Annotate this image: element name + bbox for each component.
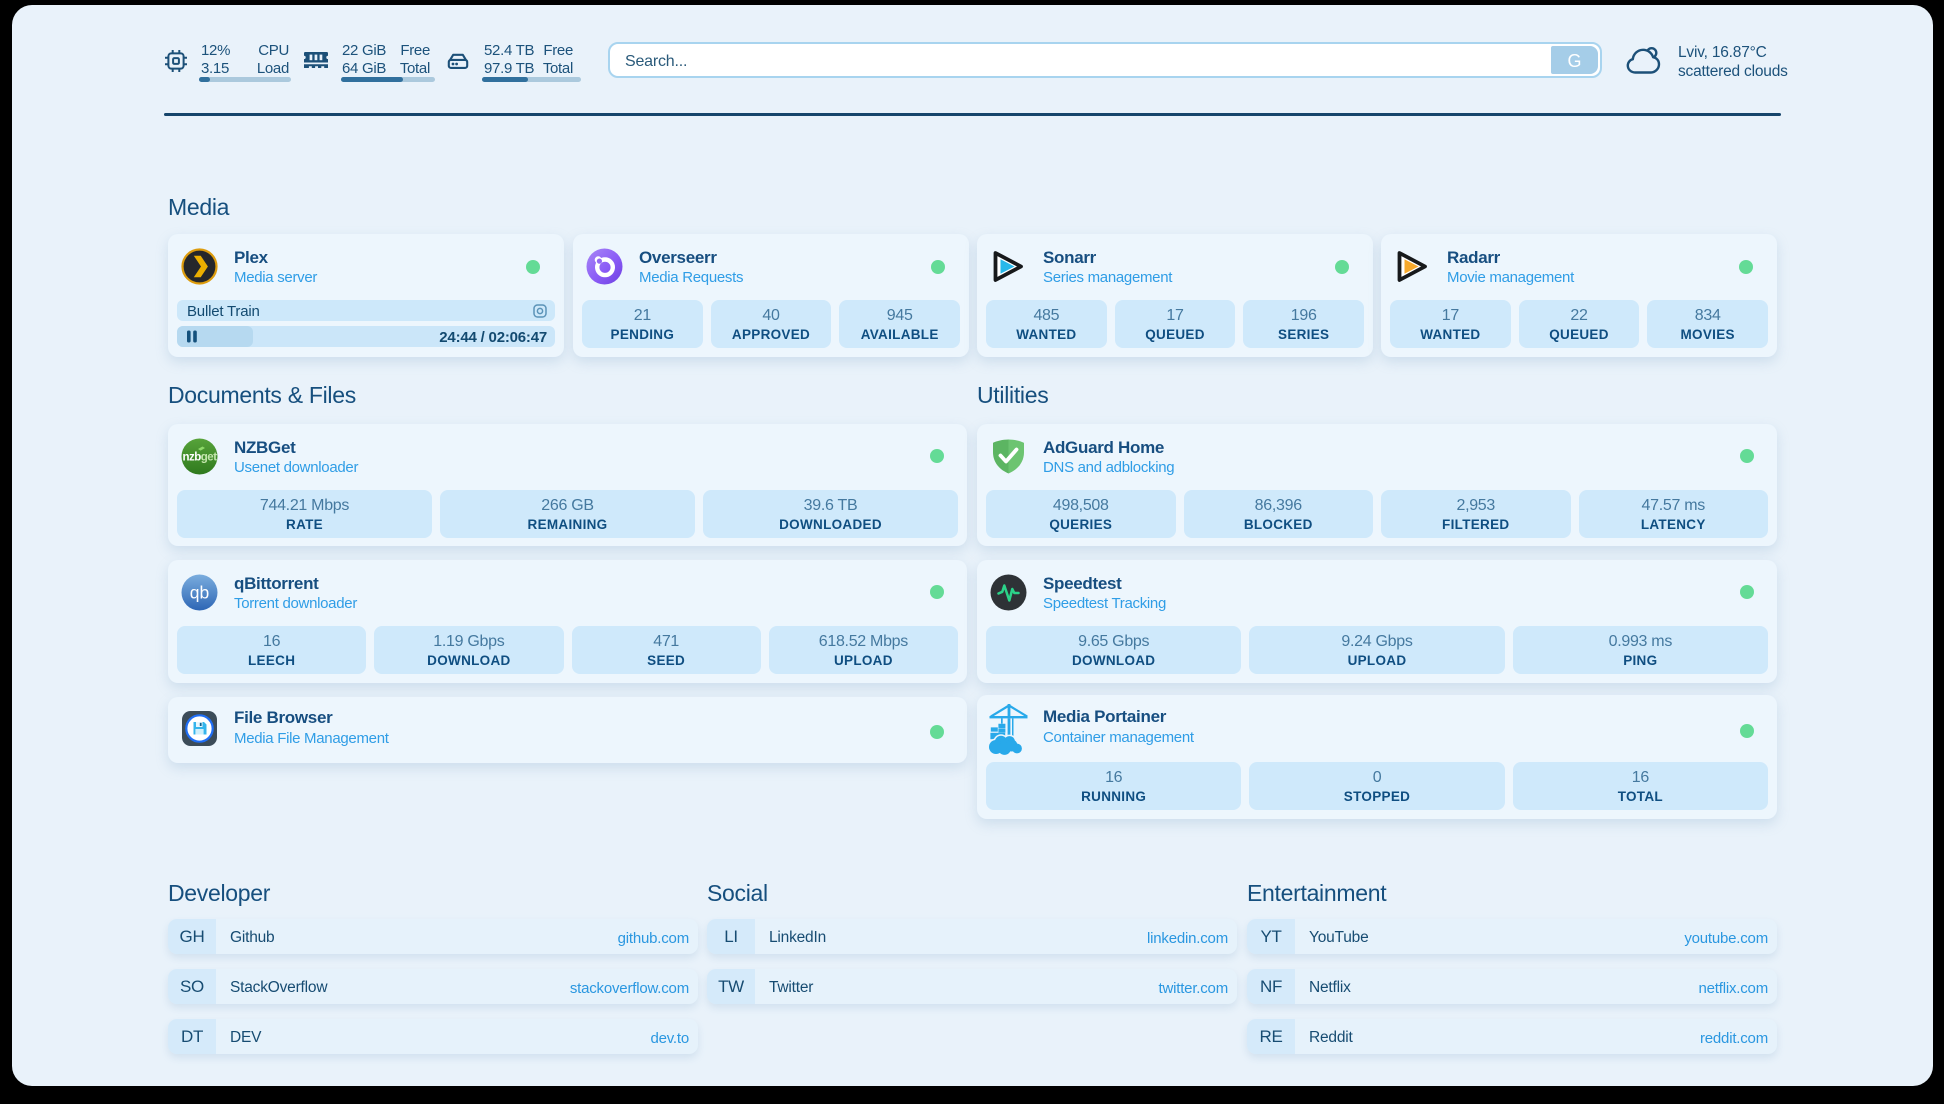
svg-text:nzbget: nzbget [182, 452, 217, 464]
svg-text:qb: qb [190, 583, 209, 603]
